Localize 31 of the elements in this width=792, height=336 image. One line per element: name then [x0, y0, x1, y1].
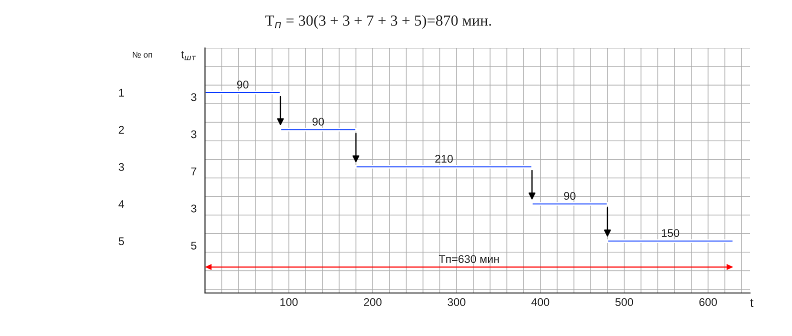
bar: [606, 239, 734, 243]
bar: [531, 202, 608, 206]
text: 3: [191, 130, 196, 138]
annotation: Tп=630 мин: [438, 255, 499, 263]
x-tick-label: 500: [615, 298, 634, 306]
y-tick-label: 1: [119, 88, 124, 97]
y-tick-label: 2: [118, 126, 124, 134]
bar: [280, 128, 357, 132]
y-tick-label: 5: [118, 237, 124, 246]
data-label: 150: [662, 229, 680, 237]
bar: [355, 164, 533, 169]
x-tick-label: 100: [280, 298, 298, 306]
x-tick-label: 300: [448, 298, 466, 306]
y-tick-label: 3: [118, 163, 124, 171]
x-tick-label: 200: [364, 298, 382, 306]
data-label: 210: [435, 154, 453, 163]
chart-title: T$_{п}$ = 30(3 + 3 + 7 + 3 + 5)=870 мин.: [265, 14, 491, 29]
y2-axis-title: t$_{шт}$: [181, 51, 196, 60]
bar: [205, 90, 282, 94]
text: 3: [191, 204, 196, 212]
y-tick-label: 4: [118, 200, 124, 208]
data-label: 90: [312, 118, 324, 126]
text: 7: [191, 168, 196, 176]
x-tick-label: 400: [531, 298, 550, 306]
data-label: 90: [237, 80, 248, 88]
x-axis-title: t: [750, 298, 754, 308]
text: 5: [191, 242, 196, 250]
x-tick-label: 600: [699, 298, 717, 306]
y-axis-title: № оп: [132, 52, 152, 58]
text: 3: [191, 93, 196, 102]
data-label: 90: [564, 192, 576, 200]
